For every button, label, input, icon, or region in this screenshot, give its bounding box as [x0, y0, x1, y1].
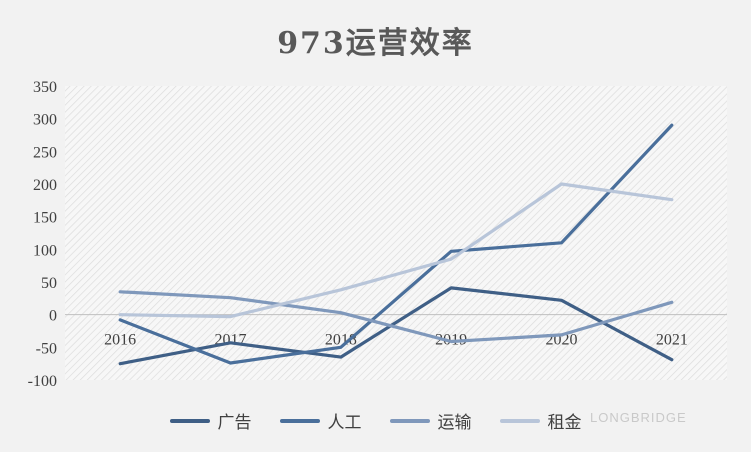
x-tick-label: 2021 — [656, 332, 688, 349]
legend-label: 广告 — [217, 413, 252, 433]
legend-swatch — [279, 418, 320, 423]
legend-item: 租金 — [499, 408, 582, 433]
y-tick-label: 0 — [49, 308, 57, 325]
x-tick-label: 2016 — [104, 332, 136, 349]
legend-label: 运输 — [437, 413, 472, 433]
x-tick-label: 2018 — [325, 332, 357, 349]
legend-swatch — [169, 418, 210, 423]
legend-label: 租金 — [547, 413, 582, 433]
y-tick-label: -100 — [28, 373, 57, 390]
legend-label: 人工 — [327, 413, 362, 433]
y-tick-label: 150 — [33, 210, 57, 227]
y-tick-label: 300 — [33, 112, 57, 129]
y-tick-label: -50 — [36, 340, 57, 357]
y-tick-label: 350 — [33, 79, 57, 96]
chart-legend: 广告 人工 运输 租金 — [0, 408, 751, 433]
legend-swatch — [499, 418, 540, 423]
y-tick-label: 50 — [41, 275, 57, 292]
chart-title: 973运营效率 — [277, 26, 474, 61]
watermark-logo: LONGBRIDGE — [590, 410, 687, 425]
series-line-运输 — [118, 290, 674, 344]
legend-item: 广告 — [169, 408, 252, 433]
legend-swatch — [389, 418, 430, 423]
legend-item: 运输 — [389, 408, 472, 433]
series-line-租金 — [118, 182, 674, 319]
y-tick-label: 200 — [33, 177, 57, 194]
series-line-广告 — [118, 286, 674, 366]
series-line-人工 — [118, 123, 674, 365]
y-tick-label: 100 — [33, 242, 57, 259]
y-tick-label: 250 — [33, 144, 57, 161]
legend-item: 人工 — [279, 408, 362, 433]
